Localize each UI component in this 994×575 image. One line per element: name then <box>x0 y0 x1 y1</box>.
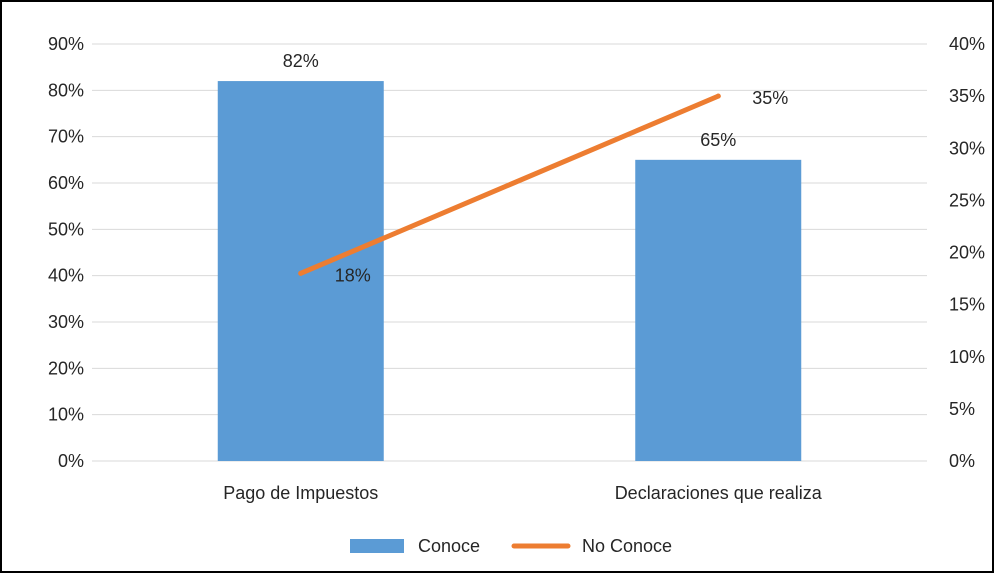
left-tick-label: 20% <box>48 358 84 378</box>
right-tick-label: 35% <box>949 86 985 106</box>
bar-data-label: 65% <box>700 130 736 150</box>
right-tick-label: 15% <box>949 295 985 315</box>
left-tick-label: 70% <box>48 127 84 147</box>
category-label: Declaraciones que realiza <box>615 483 823 503</box>
left-tick-label: 50% <box>48 219 84 239</box>
series-line-no-conoce <box>298 93 721 276</box>
bar-data-label: 82% <box>283 51 319 71</box>
left-axis: 0% 10% 20% 30% 40% 50% 60% 70% 80% 90% <box>48 34 84 471</box>
left-tick-label: 40% <box>48 266 84 286</box>
left-tick-label: 10% <box>48 405 84 425</box>
left-tick-label: 0% <box>58 451 84 471</box>
right-tick-label: 20% <box>949 243 985 263</box>
legend-label-conoce: Conoce <box>418 536 480 556</box>
category-axis: Pago de Impuestos Declaraciones que reali… <box>223 483 823 503</box>
line-point <box>298 270 304 276</box>
category-label: Pago de Impuestos <box>223 483 378 503</box>
right-axis: 0% 5% 10% 15% 20% 25% 30% 35% 40% <box>949 34 985 471</box>
legend: Conoce No Conoce <box>350 536 672 556</box>
right-tick-label: 40% <box>949 34 985 54</box>
left-tick-label: 80% <box>48 80 84 100</box>
left-tick-label: 60% <box>48 173 84 193</box>
line-data-label: 35% <box>752 88 788 108</box>
right-tick-label: 10% <box>949 347 985 367</box>
bar-conoce <box>635 159 802 462</box>
right-tick-label: 30% <box>949 138 985 158</box>
right-tick-label: 25% <box>949 190 985 210</box>
legend-label-no-conoce: No Conoce <box>582 536 672 556</box>
line-no-conoce <box>298 93 721 276</box>
bars-conoce <box>217 81 802 462</box>
right-tick-label: 5% <box>949 399 975 419</box>
gridlines <box>92 43 927 462</box>
line-point <box>715 93 721 99</box>
line-data-label: 18% <box>335 265 371 285</box>
right-tick-label: 0% <box>949 451 975 471</box>
left-tick-label: 90% <box>48 34 84 54</box>
legend-swatch-conoce <box>350 539 404 553</box>
left-tick-label: 30% <box>48 312 84 332</box>
data-labels: 82% 65% 18% 35% <box>283 51 789 285</box>
